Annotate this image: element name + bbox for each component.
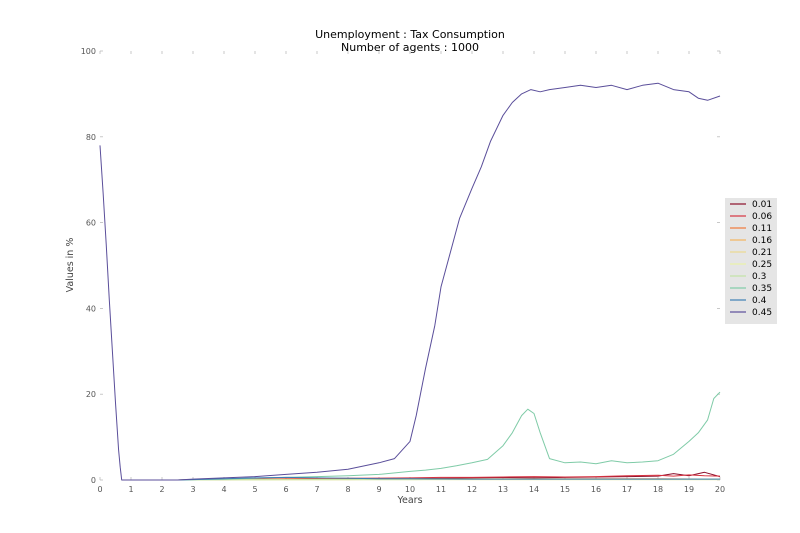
y-tick-label: 80: [86, 133, 96, 142]
x-axis-label: Years: [396, 495, 422, 506]
y-tick-label: 60: [86, 219, 96, 228]
x-tick-label: 13: [498, 485, 508, 494]
x-tick-label: 2: [159, 485, 164, 494]
y-tick-label: 20: [86, 390, 96, 399]
x-tick-label: 5: [252, 485, 257, 494]
legend-box: [725, 198, 777, 324]
x-tick-label: 20: [715, 485, 725, 494]
x-tick-label: 11: [436, 485, 446, 494]
y-tick-label: 0: [91, 476, 96, 485]
x-tick-label: 8: [345, 485, 350, 494]
legend-entry: 0.35: [752, 284, 772, 294]
legend-entry: 0.11: [752, 224, 772, 234]
x-tick-label: 14: [529, 485, 539, 494]
chart-subtitle: Number of agents : 1000: [341, 41, 479, 54]
legend-entry: 0.21: [752, 248, 772, 258]
x-tick-label: 17: [622, 485, 632, 494]
axis-ticks: 0 1 2 3 4 5 6 7 8 9 10 11 12 13 14 15 16 17 18 19 2002040608…: [81, 47, 725, 494]
y-tick-label: 40: [86, 304, 96, 313]
x-tick-label: 4: [221, 485, 226, 494]
series-line-0-45: [99, 82, 721, 481]
legend-entry: 0.06: [752, 212, 772, 222]
x-tick-label: 9: [376, 485, 381, 494]
x-tick-label: 7: [314, 485, 319, 494]
legend-entry: 0.25: [752, 260, 772, 270]
y-axis-label: Values in %: [65, 238, 76, 293]
x-tick-label: 1: [128, 485, 133, 494]
series-line-0-4: [177, 476, 720, 481]
legend-entry: 0.01: [752, 200, 772, 210]
legend: 0.01 0.06 0.11 0.16 0.21 0.25 0.3 0.35 0.4 0.45: [725, 198, 777, 324]
x-tick-label: 0: [97, 485, 102, 494]
legend-entry: 0.16: [752, 236, 772, 246]
x-tick-label: 16: [591, 485, 601, 494]
x-tick-label: 19: [684, 485, 694, 494]
y-tick-label: 100: [81, 47, 96, 56]
x-tick-label: 6: [283, 485, 288, 494]
legend-entry: 0.3: [752, 272, 766, 282]
chart-title: Unemployment : Tax Consumption: [315, 28, 505, 41]
x-tick-label: 3: [190, 485, 195, 494]
x-tick-label: 12: [467, 485, 477, 494]
series-line-0-35: [177, 391, 721, 481]
series-lines: [99, 82, 721, 481]
x-tick-label: 15: [560, 485, 570, 494]
x-tick-label: 10: [405, 485, 415, 494]
legend-entry: 0.4: [752, 296, 767, 306]
x-tick-label: 18: [653, 485, 663, 494]
legend-entry: 0.45: [752, 308, 772, 318]
